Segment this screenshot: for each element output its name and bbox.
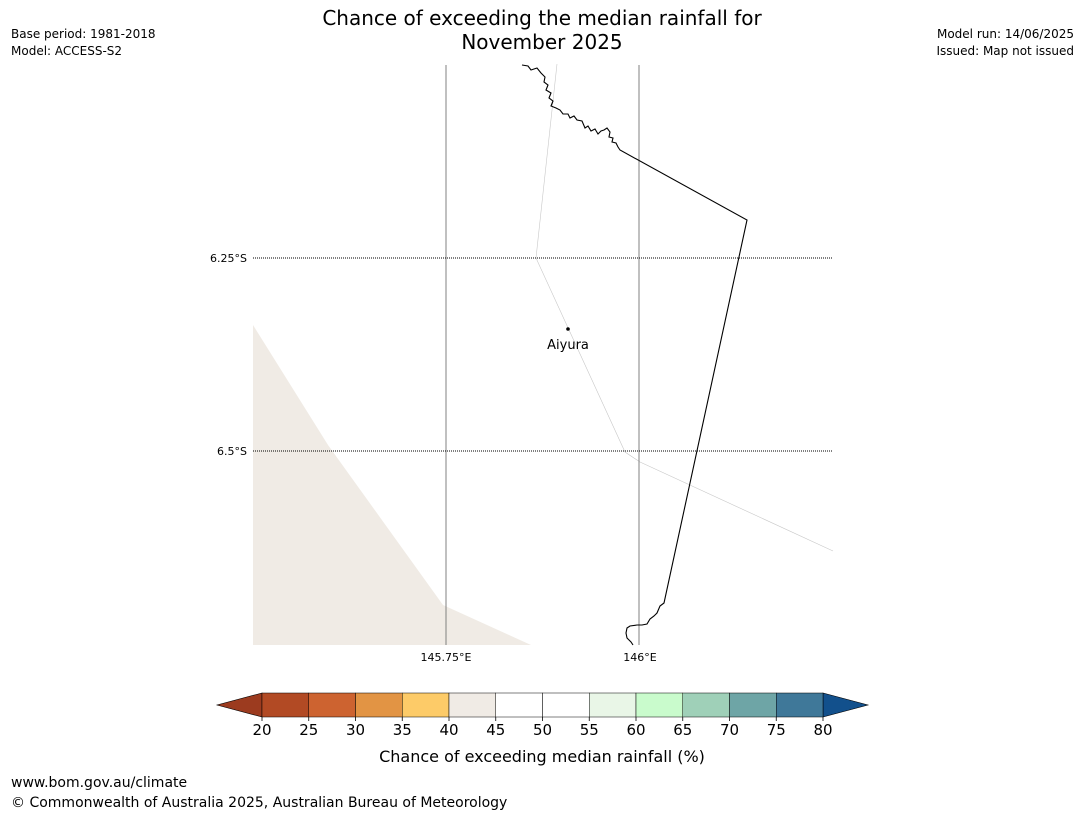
colorbar-tick-label: 45 (486, 721, 505, 739)
colorbar-over-arrow (822, 692, 870, 718)
colorbar-segment (308, 692, 356, 718)
colorbar-segment (448, 692, 496, 718)
colorbar-segment (495, 692, 543, 718)
latitude-label: 6.25°S (210, 252, 247, 265)
colorbar-tick-label: 65 (673, 721, 692, 739)
colorbar-segment (635, 692, 683, 718)
forecast-shaded-region (253, 325, 531, 645)
aiyura-marker (566, 327, 570, 331)
colorbar-segment (402, 692, 450, 718)
run-info: Model run: 14/06/2025 Issued: Map not is… (936, 26, 1074, 60)
model-text: Model: ACCESS-S2 (11, 44, 123, 58)
colorbar: 20 25 30 35 40 45 50 55 60 65 70 75 80 (215, 692, 870, 739)
colorbar-tick-label: 35 (393, 721, 412, 739)
colorbar-segment (589, 692, 637, 718)
colorbar-tick-label: 55 (580, 721, 599, 739)
colorbar-segment (355, 692, 403, 718)
colorbar-segment (776, 692, 824, 718)
footer-url: www.bom.gov.au/climate (11, 775, 188, 791)
place-label-aiyura: Aiyura (547, 338, 589, 353)
region-boundary-line (521, 64, 748, 646)
model-run-text: Model run: 14/06/2025 (936, 27, 1074, 41)
colorbar-segment (542, 692, 590, 718)
colorbar-tick-label: 50 (533, 721, 552, 739)
footer-copyright: © Commonwealth of Australia 2025, Austra… (11, 795, 508, 811)
colorbar-segment (682, 692, 730, 718)
colorbar-tick-label: 25 (299, 721, 318, 739)
longitude-label: 145.75°E (421, 651, 472, 664)
colorbar-under-arrow (215, 692, 263, 718)
title-line-2: November 2025 (461, 30, 623, 54)
model-info: Base period: 1981-2018 Model: ACCESS-S2 (11, 26, 156, 60)
colorbar-tick-label: 80 (813, 721, 832, 739)
title-line-1: Chance of exceeding the median rainfall … (322, 6, 762, 30)
issued-text: Issued: Map not issued (936, 44, 1074, 58)
latitude-label: 6.5°S (217, 445, 247, 458)
colorbar-tick-label: 70 (720, 721, 739, 739)
colorbar-segment (261, 692, 309, 718)
colorbar-tick-label: 60 (626, 721, 645, 739)
colorbar-tick-label: 20 (252, 721, 271, 739)
colorbar-tick-label: 30 (346, 721, 365, 739)
longitude-label: 146°E (623, 651, 656, 664)
colorbar-tick-label: 40 (439, 721, 458, 739)
base-period-text: Base period: 1981-2018 (11, 27, 156, 41)
colorbar-tick-label: 75 (767, 721, 786, 739)
colorbar-label: Chance of exceeding median rainfall (%) (379, 747, 705, 766)
colorbar-segment (729, 692, 777, 718)
map-title: Chance of exceeding the median rainfall … (242, 6, 842, 54)
province-boundary-line (535, 63, 834, 552)
